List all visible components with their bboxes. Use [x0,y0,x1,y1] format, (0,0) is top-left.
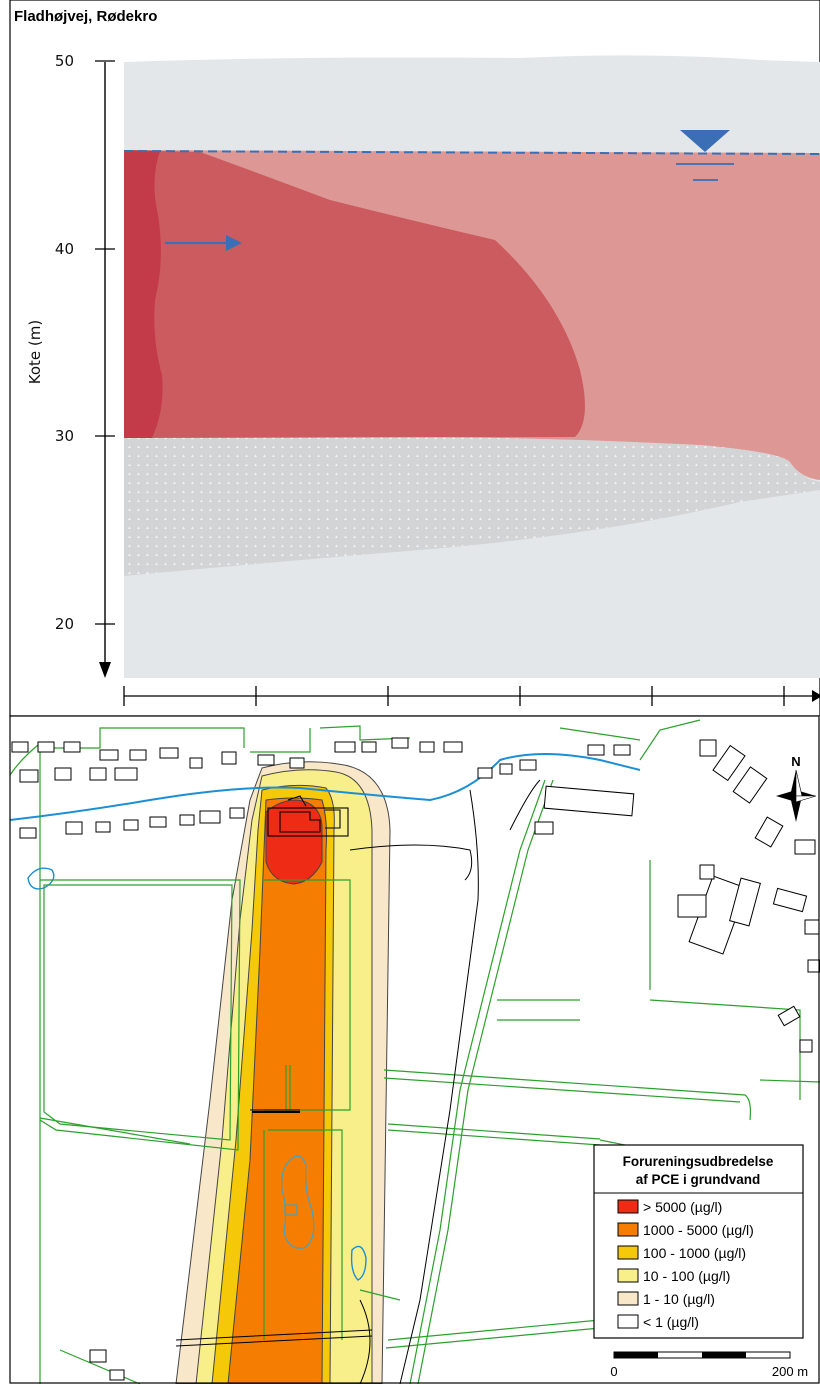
legend-item-label: > 5000 (µg/l) [643,1199,722,1215]
legend-item: > 5000 (µg/l) [617,1199,722,1215]
y-axis: 50 40 30 20 Kote (m) [26,52,115,678]
legend-item: 10 - 100 (µg/l) [617,1268,730,1284]
legend-item-label: 10 - 100 (µg/l) [643,1268,730,1284]
legend-item: 1 - 10 (µg/l) [617,1291,715,1307]
legend-swatch [617,1268,639,1283]
plume-zone-1000-5000 [227,797,327,1384]
water-table-line [123,150,820,155]
north-label: N [791,754,800,769]
boundary-lines [175,779,541,1384]
legend-item-label: 1 - 10 (µg/l) [643,1291,715,1307]
legend-swatch [617,1245,639,1260]
stream-line [10,753,641,821]
plume-core-zone [124,150,163,438]
y-tick-label: 40 [55,240,74,258]
legend-item: 100 - 1000 (µg/l) [617,1245,746,1261]
flow-direction-arrow-icon [165,235,242,251]
legend-title: af PCE i grundvand [636,1172,761,1187]
water-table-icon [676,130,734,181]
legend-title: Forureningsudbredelse [623,1154,774,1169]
pond-outline [284,1204,298,1216]
source-site [252,795,349,1113]
y-tick-label: 30 [55,427,74,445]
y-tick-label: 20 [55,615,74,633]
legend-item-label: 1000 - 5000 (µg/l) [643,1222,754,1238]
scale-start-label: 0 [610,1364,617,1379]
plume-zone-over-5000 [265,799,323,885]
legend-item-label: 100 - 1000 (µg/l) [643,1245,746,1261]
buildings [11,737,820,1381]
legend: Forureningsudbredelse af PCE i grundvand… [593,1144,804,1339]
legend-swatch [617,1314,639,1329]
y-tick-label: 50 [55,52,74,70]
scale-bar: 0 200 m [594,1340,808,1384]
legend-item-label: < 1 (µg/l) [643,1314,699,1330]
cross-section-panel: Fladhøjvej, Rødekro 50 40 30 20 Kote (m) [9,0,820,741]
cross-section-title: Fladhøjvej, Rødekro [14,8,157,25]
legend-swatch [617,1291,639,1306]
legend-swatch [617,1199,639,1214]
plume-high-zone [124,150,585,438]
y-axis-label: Kote (m) [26,320,44,384]
pond-outline [281,1155,315,1249]
legend-item: 1000 - 5000 (µg/l) [617,1222,754,1238]
north-arrow-icon: N [776,754,817,822]
aquitard-layer [124,436,820,576]
legend-swatch [617,1222,639,1237]
pond-outline [350,1245,367,1281]
legend-item: < 1 (µg/l) [617,1314,699,1330]
map-panel: N Forureningsudbredelse af PCE i grundva… [9,715,820,1384]
scale-end-label: 200 m [772,1364,808,1379]
